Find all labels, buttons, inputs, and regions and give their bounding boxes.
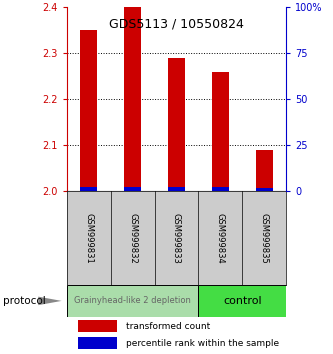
Text: transformed count: transformed count [126,322,210,331]
Text: control: control [223,296,262,306]
Text: GSM999835: GSM999835 [260,213,269,263]
Bar [78,320,117,332]
Text: Grainyhead-like 2 depletion: Grainyhead-like 2 depletion [74,296,191,306]
Bar [168,188,185,191]
Bar [212,188,229,191]
Bar [256,150,273,191]
Text: GSM999831: GSM999831 [84,213,93,263]
Polygon shape [38,297,62,305]
Text: protocol: protocol [3,296,46,306]
Text: GDS5113 / 10550824: GDS5113 / 10550824 [109,17,244,30]
Bar [80,188,97,191]
Bar [212,72,229,191]
Bar [80,30,97,191]
Text: GSM999834: GSM999834 [216,213,225,263]
Bar [78,337,117,349]
Bar [124,187,141,191]
Text: percentile rank within the sample: percentile rank within the sample [126,338,279,348]
Text: GSM999833: GSM999833 [172,213,181,263]
Bar [256,188,273,191]
Bar [198,285,286,317]
Bar [124,7,141,191]
Bar [168,58,185,191]
Bar [67,285,198,317]
Text: GSM999832: GSM999832 [128,213,137,263]
